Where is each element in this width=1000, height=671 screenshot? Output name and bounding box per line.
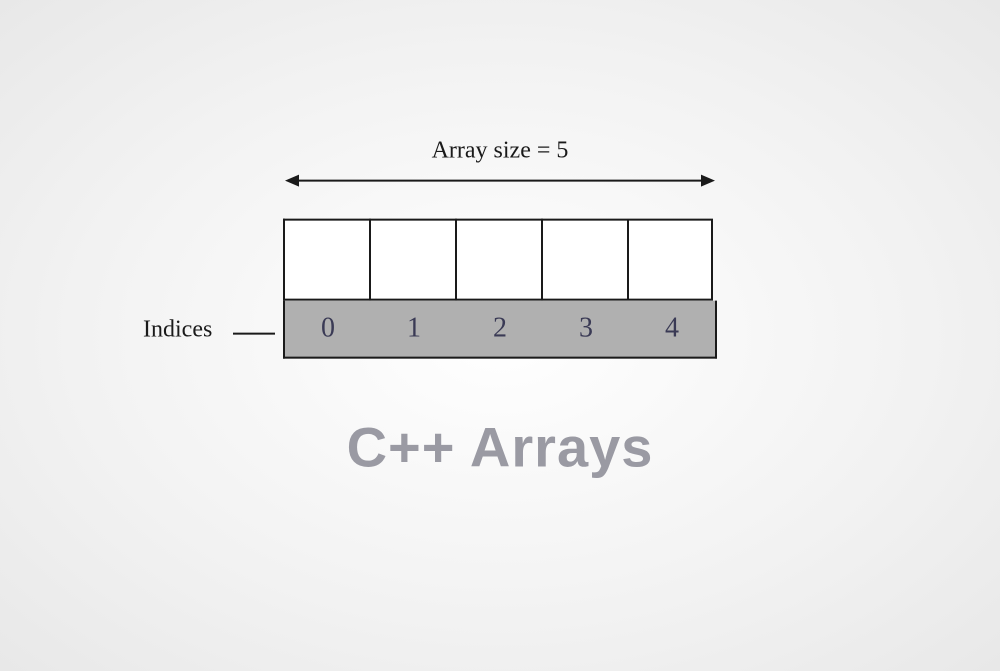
double-arrow-icon <box>285 170 715 190</box>
index-value: 1 <box>371 300 457 356</box>
array-cell <box>283 218 369 300</box>
indices-text-label: Indices <box>143 316 212 343</box>
indices-connector-line <box>233 332 275 334</box>
array-cell <box>627 218 713 300</box>
index-value: 0 <box>285 300 371 356</box>
array-cell <box>455 218 541 300</box>
index-value: 2 <box>457 300 543 356</box>
array-visual: Indices 0 1 2 3 4 <box>283 218 717 358</box>
index-value: 3 <box>543 300 629 356</box>
array-cells-row <box>283 218 717 300</box>
array-indices-row: 0 1 2 3 4 <box>283 300 717 358</box>
array-cell <box>541 218 627 300</box>
diagram-title: C++ Arrays <box>347 414 654 479</box>
array-diagram: Array size = 5 Indices 0 1 2 3 4 <box>283 137 717 479</box>
array-cell <box>369 218 455 300</box>
array-size-label: Array size = 5 <box>432 137 569 164</box>
index-value: 4 <box>629 300 715 356</box>
array-cells-group: 0 1 2 3 4 <box>283 218 717 358</box>
